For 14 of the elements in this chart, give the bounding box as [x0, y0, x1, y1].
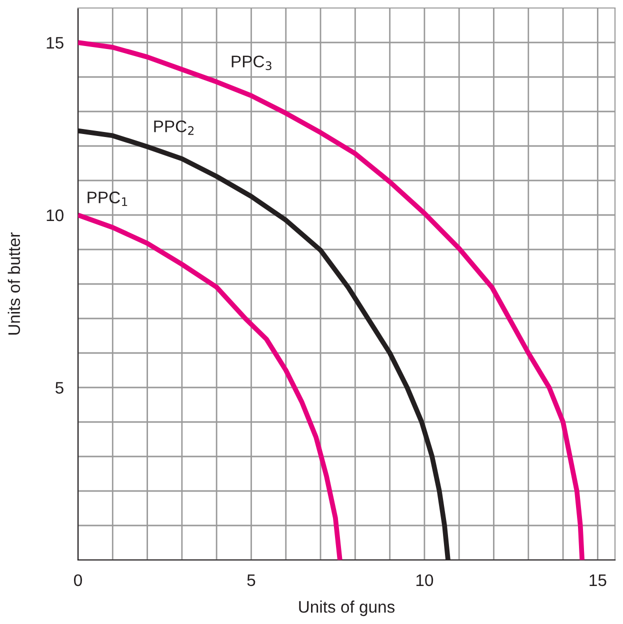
y-tick-label: 15	[46, 37, 64, 49]
x-tick-label: 15	[590, 574, 606, 586]
y-tick-label: 10	[46, 209, 64, 222]
y-axis-title: Units of butter	[8, 232, 20, 335]
x-axis-title: Units of guns	[299, 600, 395, 616]
x-tick-label: 5	[247, 574, 256, 586]
series-label: PPC$_{3}$	[232, 56, 272, 70]
x-tick-label: 0	[74, 574, 82, 586]
x-tick-label: 10	[416, 574, 434, 586]
series-label: PPC$_{1}$	[88, 192, 128, 206]
series-label: PPC$_{2}$	[154, 120, 194, 135]
line-series	[78, 212, 342, 560]
line-series	[78, 40, 585, 560]
y-tick-label: 5	[56, 382, 64, 394]
